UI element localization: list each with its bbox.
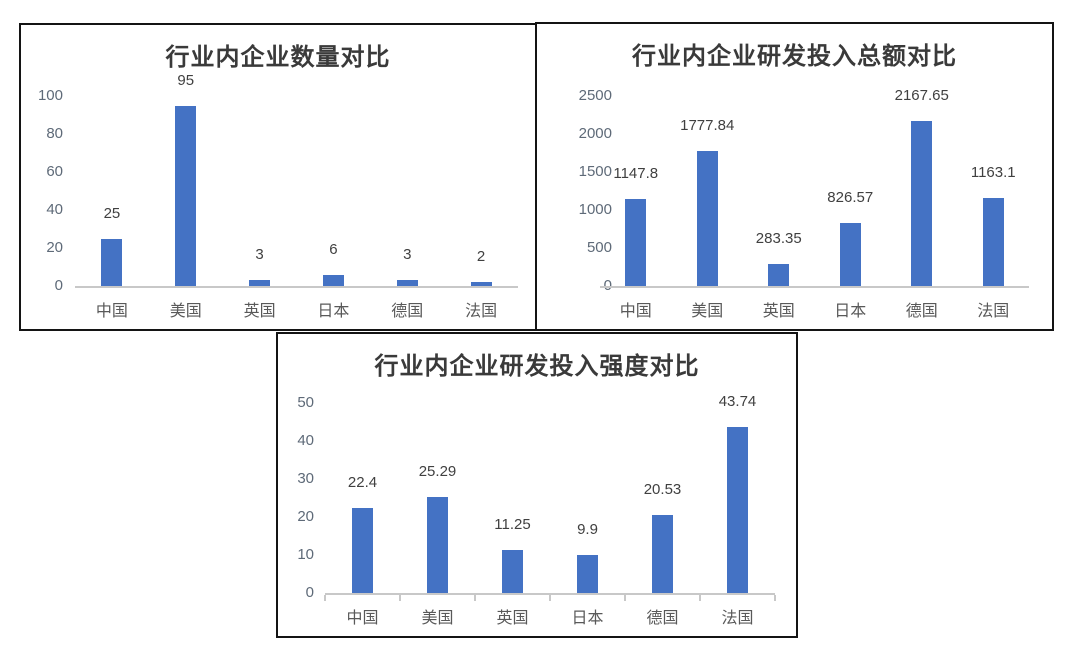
y-tick-label: 100	[37, 87, 63, 104]
category-label: 美国	[421, 610, 454, 627]
category-label: 中国	[95, 303, 128, 320]
category-label: 中国	[346, 610, 379, 627]
category-label: 英国	[762, 303, 795, 320]
x-axis-tick	[324, 595, 326, 601]
category-label: 德国	[646, 610, 679, 627]
x-axis-tick	[624, 595, 626, 601]
bar	[696, 150, 718, 286]
data-label: 1777.84	[680, 116, 735, 134]
chart-industry-rd-investment-intensity: 行业内企业研发投入强度对比 0 10 20 30 40 50 22.4 中国 25.29 美国 11…	[276, 332, 798, 638]
y-tick-label: 20	[46, 239, 63, 256]
data-label: 1147.8	[613, 164, 659, 182]
x-axis-line	[75, 286, 518, 288]
bar	[768, 264, 790, 286]
data-label: 3	[403, 246, 412, 264]
chart-industry-rd-total-investment: 行业内企业研发投入总额对比 0 500 1000 1500 2000 2500 1147.8…	[535, 22, 1054, 331]
data-label: 2167.65	[894, 87, 949, 105]
bar	[175, 105, 197, 286]
bar	[322, 274, 344, 286]
bar	[911, 121, 933, 286]
y-tick-label: 0	[305, 584, 314, 601]
data-label: 95	[177, 71, 195, 89]
x-axis-tick	[774, 595, 776, 601]
data-label: 283.35	[755, 230, 802, 248]
category-label: 法国	[721, 610, 754, 627]
y-tick-label: 500	[586, 239, 612, 256]
x-axis-line	[600, 286, 1029, 288]
data-label: 2	[476, 248, 486, 266]
y-tick-label: 2000	[578, 125, 612, 142]
category-label: 日本	[834, 303, 867, 320]
data-label: 11.25	[494, 516, 531, 534]
bar	[396, 280, 418, 286]
y-tick-label: 2500	[578, 87, 612, 104]
chart-industry-company-count: 行业内企业数量对比 0 20 40 60 80 100 25 中国 95 美国 3 英国 6 日本 3 德国 2…	[19, 23, 537, 331]
bar	[101, 238, 123, 286]
y-tick-label: 10	[297, 546, 314, 563]
category-label: 日本	[571, 610, 604, 627]
y-tick-label: 1000	[578, 201, 612, 218]
plot-area: 0 20 40 60 80 100 25 中国 95 美国 3 英国 6 日本 3 德国 2 法国	[21, 25, 535, 329]
category-label: 法国	[465, 303, 498, 320]
category-label: 法国	[977, 303, 1010, 320]
x-axis-tick	[474, 595, 476, 601]
y-tick-label: 1500	[578, 163, 612, 180]
data-label: 25	[103, 204, 121, 222]
bar	[249, 280, 271, 286]
bar	[982, 197, 1004, 286]
y-tick-label: 30	[297, 470, 314, 487]
chart-title: 行业内企业研发投入总额对比	[632, 44, 957, 70]
data-label: 6	[329, 240, 338, 258]
category-label: 美国	[169, 303, 202, 320]
y-tick-label: 60	[46, 163, 63, 180]
data-label: 22.4	[347, 473, 378, 491]
y-tick-label: 0	[552, 276, 612, 296]
data-label: 1163.1	[970, 163, 1016, 181]
bar	[352, 507, 373, 593]
y-tick-label: 20	[297, 508, 314, 525]
category-label: 英国	[496, 610, 529, 627]
x-axis-tick	[699, 595, 701, 601]
bar	[625, 198, 647, 286]
x-axis-tick	[399, 595, 401, 601]
bar	[652, 514, 673, 593]
bar	[577, 555, 598, 593]
plot-area: 0 500 1000 1500 2000 2500 1147.8 中国 1777.84 美国 283…	[537, 24, 1052, 329]
category-label: 英国	[243, 303, 276, 320]
chart-title: 行业内企业研发投入强度对比	[374, 354, 700, 380]
data-label: 3	[255, 246, 264, 264]
x-axis-tick	[549, 595, 551, 601]
data-label: 826.57	[827, 189, 874, 207]
chart-title: 行业内企业数量对比	[165, 45, 391, 71]
plot-area: 0 10 20 30 40 50 22.4 中国 25.29 美国 11.25 英国 9.9 日本 20.5…	[278, 334, 796, 636]
bar	[727, 426, 748, 593]
category-label: 德国	[391, 303, 424, 320]
x-axis-line	[325, 593, 775, 595]
bar	[502, 550, 523, 593]
y-tick-label: 50	[297, 394, 314, 411]
y-tick-label: 80	[46, 125, 63, 142]
bar	[427, 496, 448, 593]
category-label: 日本	[317, 303, 350, 320]
data-label: 25.29	[418, 462, 457, 480]
data-label: 9.9	[577, 521, 598, 539]
data-label: 20.53	[643, 480, 682, 498]
y-tick-label: 40	[297, 432, 314, 449]
category-label: 美国	[691, 303, 724, 320]
category-label: 中国	[619, 303, 652, 320]
category-label: 德国	[905, 303, 938, 320]
y-tick-label: 0	[54, 277, 63, 294]
bar	[839, 223, 861, 286]
data-label: 43.74	[718, 392, 757, 410]
bar	[470, 282, 492, 286]
y-tick-label: 40	[46, 201, 63, 218]
